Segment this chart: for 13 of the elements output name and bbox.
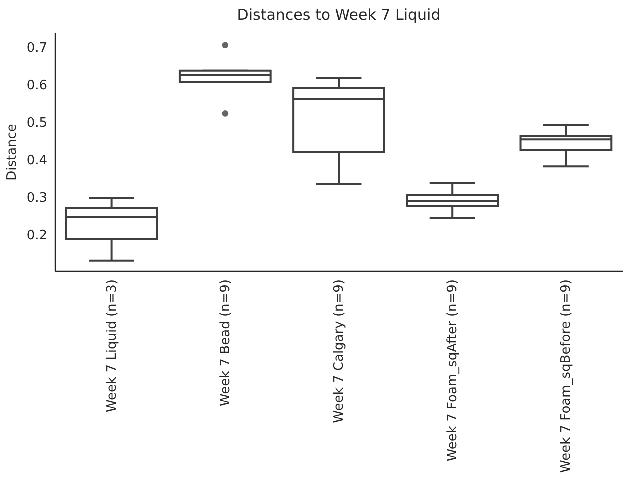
y-tick-label: 0.4 [26,153,48,168]
chart-title: Distances to Week 7 Liquid [237,6,441,24]
x-tick-label: Week 7 Foam_sqAfter (n=9) [446,280,461,462]
y-tick-label: 0.7 [26,40,48,56]
x-tick-label: Week 7 Foam_sqBefore (n=9) [559,280,574,473]
y-tick-label: 0.2 [26,228,48,244]
x-tick-label: Week 7 Bead (n=9) [218,280,234,406]
y-axis-title: Distance [4,124,20,181]
y-tick-label: 0.5 [26,116,48,131]
y-tick-label: 0.3 [26,190,48,206]
y-tick-label: 0.6 [26,78,48,94]
x-tick-label: Week 7 Liquid (n=3) [104,280,120,413]
x-tick-label: Week 7 Calgary (n=9) [332,280,347,424]
